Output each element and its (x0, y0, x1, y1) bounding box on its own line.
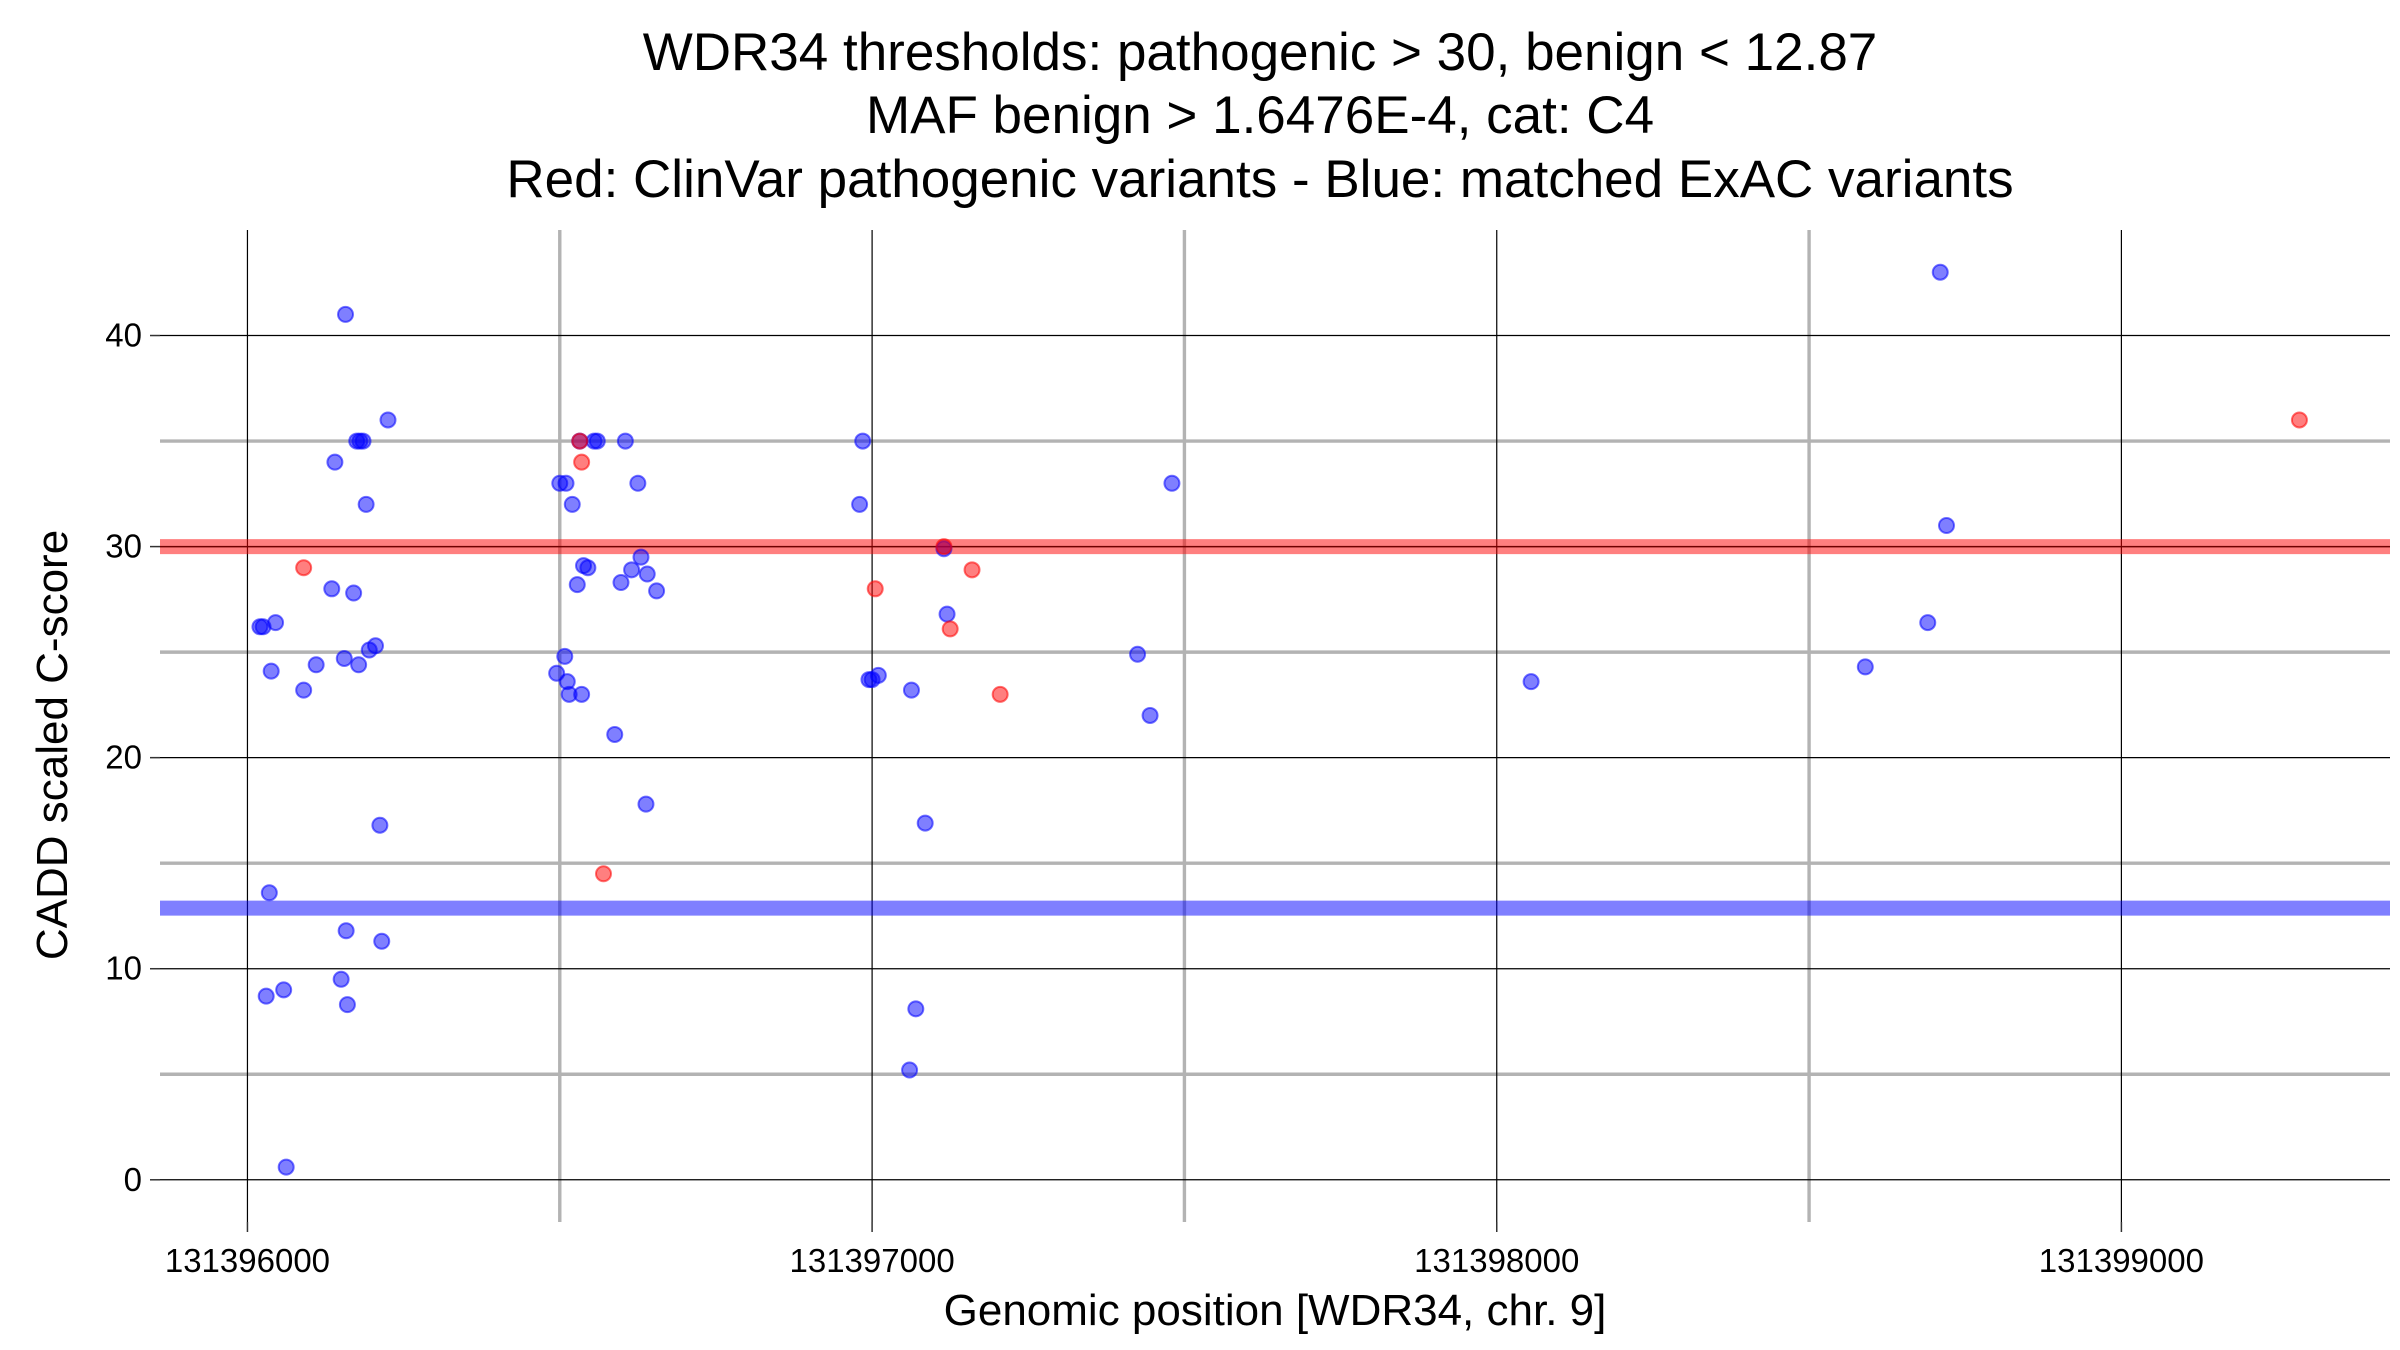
clinvar-variant-point (571, 432, 589, 450)
exac-variant-point (337, 305, 355, 323)
y-axis-ticks: 0 10 20 30 40 (105, 317, 160, 1198)
title-line-1: WDR34 thresholds: pathogenic > 30, benig… (643, 23, 1878, 82)
x-tick-label: 131399000 (2039, 1242, 2204, 1279)
exac-variant-point (337, 922, 355, 940)
exac-variant-point (938, 605, 956, 623)
exac-variant-point (901, 1061, 919, 1079)
exac-variant-point (1919, 614, 1937, 632)
exac-variant-point (275, 981, 293, 999)
exac-variant-point (902, 681, 920, 699)
chart-title: WDR34 thresholds: pathogenic > 30, benig… (506, 23, 2013, 209)
exac-variant-point (563, 495, 581, 513)
clinvar-variant-point (963, 561, 981, 579)
exac-variant-point (335, 649, 353, 667)
exac-variant-point (869, 666, 887, 684)
exac-variant-point (557, 474, 575, 492)
exac-variant-point (854, 432, 872, 450)
y-tick-label: 30 (105, 528, 142, 565)
exac-variant-point (367, 637, 385, 655)
exac-variant-point (1937, 516, 1955, 534)
y-tick-label: 40 (105, 317, 142, 354)
clinvar-variant-point (866, 580, 884, 598)
x-tick-label: 131397000 (790, 1242, 955, 1279)
clinvar-variant-point (991, 685, 1009, 703)
exac-variant-point (350, 656, 368, 674)
exac-variant-point (616, 432, 634, 450)
exac-variant-point (629, 474, 647, 492)
y-axis-label: CADD scaled C-score (28, 530, 77, 960)
exac-variant-point (1141, 706, 1159, 724)
exac-variant-point (345, 584, 363, 602)
minor-gridlines (160, 230, 2390, 1222)
exac-variant-point (606, 725, 624, 743)
exac-variant-point (260, 884, 278, 902)
exac-variant-point (1522, 673, 1540, 691)
exac-variant-point (1163, 474, 1181, 492)
exac-variant-point (326, 453, 344, 471)
clinvar-variant-point (295, 559, 313, 577)
exac-variant-point (277, 1158, 295, 1176)
exac-variant-point (612, 573, 630, 591)
y-tick-label: 0 (124, 1161, 142, 1198)
x-axis-label: Genomic position [WDR34, chr. 9] (944, 1286, 1607, 1335)
exac-variant-point (1129, 645, 1147, 663)
exac-variant-point (1931, 263, 1949, 281)
exac-variant-point (573, 685, 591, 703)
threshold-lines (160, 539, 2390, 916)
exac-variant-point (307, 656, 325, 674)
clinvar-variant-point (595, 865, 613, 883)
y-tick-label: 20 (105, 739, 142, 776)
exac-variant-point (257, 987, 275, 1005)
exac-variant-point (556, 647, 574, 665)
exac-variant-point (379, 411, 397, 429)
x-tick-label: 131396000 (165, 1242, 330, 1279)
exac-variant-point (648, 582, 666, 600)
exac-variant-point (332, 970, 350, 988)
clinvar-variant-point (2290, 411, 2308, 429)
exac-variant-point (323, 580, 341, 598)
clinvar-variant-point (941, 620, 959, 638)
exac-variant-point (373, 932, 391, 950)
exac-variant-point (579, 559, 597, 577)
exac-variant-point (623, 561, 641, 579)
exac-variant-point (907, 1000, 925, 1018)
exac-variant-point (295, 681, 313, 699)
x-tick-label: 131398000 (1414, 1242, 1579, 1279)
exac-variant-point (916, 814, 934, 832)
exac-variant-point (1856, 658, 1874, 676)
exac-variant-point (338, 996, 356, 1014)
x-axis-ticks: 131396000 131397000 131398000 131399000 (165, 1222, 2204, 1279)
exac-variant-point (262, 662, 280, 680)
exac-variant-point (637, 795, 655, 813)
exac-variant-point (588, 432, 606, 450)
data-points (251, 263, 2308, 1176)
exac-variant-point (638, 565, 656, 583)
exac-variant-point (568, 576, 586, 594)
exac-variant-point (354, 432, 372, 450)
title-line-3: Red: ClinVar pathogenic variants - Blue:… (506, 150, 2013, 209)
clinvar-variant-point (935, 538, 953, 556)
y-tick-label: 10 (105, 950, 142, 987)
exac-variant-point (632, 548, 650, 566)
exac-variant-point (851, 495, 869, 513)
exac-variant-point (267, 614, 285, 632)
title-line-2: MAF benign > 1.6476E-4, cat: C4 (866, 86, 1654, 145)
exac-variant-point (371, 816, 389, 834)
clinvar-variant-point (573, 453, 591, 471)
exac-variant-point (357, 495, 375, 513)
